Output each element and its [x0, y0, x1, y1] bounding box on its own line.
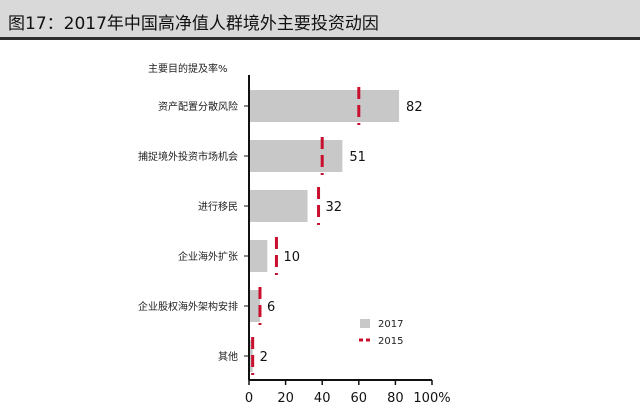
data-label: 51 [349, 150, 366, 165]
category-label: 进行移民 [198, 200, 238, 213]
data-label: 32 [326, 200, 343, 215]
legend-swatch-2017 [360, 319, 370, 328]
legend-label-2017: 2017 [378, 319, 403, 330]
bar-2017 [249, 140, 343, 172]
x-tick-label: 0 [245, 391, 253, 406]
data-label: 6 [267, 300, 275, 315]
bar-2017 [249, 290, 260, 322]
x-tick-label: 60 [351, 391, 368, 406]
x-tick-label: 80 [387, 391, 404, 406]
category-label: 企业股权海外架构安排 [138, 300, 238, 313]
figure-title: 图17：2017年中国高净值人群境外主要投资动因 [8, 14, 379, 34]
figure-header: 图17：2017年中国高净值人群境外主要投资动因 [0, 0, 640, 40]
bar-2017 [249, 240, 268, 272]
category-label: 其他 [218, 350, 238, 363]
bar-2017 [249, 190, 308, 222]
data-label: 82 [406, 100, 423, 115]
x-tick-label: 20 [277, 391, 294, 406]
x-tick-label: 100% [413, 391, 450, 406]
category-label: 捕捉境外投资市场机会 [138, 150, 238, 163]
x-tick-label: 40 [314, 391, 331, 406]
bar-2017 [249, 90, 400, 122]
category-label: 资产配置分散风险 [158, 100, 238, 113]
category-label: 企业海外扩张 [178, 250, 238, 263]
legend-label-2015: 2015 [378, 336, 403, 347]
data-label: 2 [260, 350, 268, 365]
bar-2017 [249, 340, 253, 372]
y-axis-title: 主要目的提及率% [148, 62, 228, 75]
data-label: 10 [283, 250, 300, 265]
